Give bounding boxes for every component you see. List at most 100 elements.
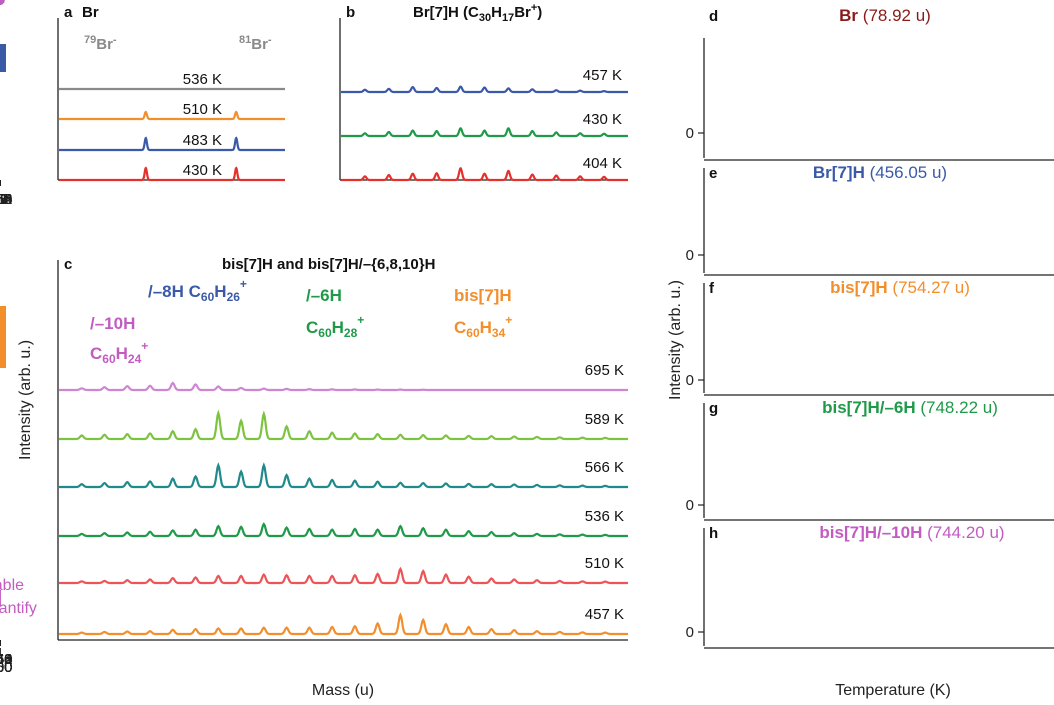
panel-h-x-tick-label: 500: [0, 659, 13, 676]
panel-f: 0f bis[7]H (754.27 u): [0, 0, 1054, 393]
panel-h-y-tick-label: 0: [686, 624, 694, 641]
panel-a-series-label: 536 K: [183, 71, 222, 88]
panel-c-x-tick-label: 764: [0, 651, 13, 668]
panel-c-sim-bar: [0, 354, 6, 368]
panel-c-series-label: 695 K: [585, 362, 624, 379]
panel-c-trace: [59, 409, 628, 441]
panel-d: 0 d Br (78.92 u): [0, 0, 931, 158]
panel-h-x-tick-label: 600: [0, 659, 13, 676]
panel-c-x-tick-label: 744: [0, 651, 13, 668]
panel-a-x-tick-label: 81: [0, 191, 8, 208]
panel-h-note-line2: to quantify: [0, 600, 37, 617]
panel-f-y-tick-label: 0: [686, 372, 694, 389]
panel-c-series-label: 589 K: [585, 411, 624, 428]
panel-h-x-tick-label: 650: [0, 659, 13, 676]
panel-c-x-tick-label: 760: [0, 651, 13, 668]
panel-b-series-label: 404 K: [583, 155, 622, 172]
panel-c-species-formula-m0: C60H34+: [454, 313, 512, 340]
panel-b-trace: [341, 127, 628, 138]
panel-a-series-label: 430 K: [183, 162, 222, 179]
panel-e-y-tick-label: 0: [686, 247, 694, 264]
panel-c-series-label: 566 K: [585, 459, 624, 476]
panel-c-species-label-m0: bis[7]H: [454, 286, 512, 305]
panel-c-x-tick-label: 756: [0, 651, 13, 668]
panel-b-trace: [341, 167, 628, 182]
panel-c-sim-bar: [0, 330, 6, 368]
panel-g-label: g: [709, 400, 718, 417]
panel-a-79br-label: 79Br-: [84, 34, 117, 53]
panel-a-title: Br: [82, 4, 99, 21]
panel-c-trace: [59, 462, 628, 489]
panel-h-xlabel: Temperature (K): [835, 682, 951, 699]
panel-c-series-label: 510 K: [585, 555, 624, 572]
panel-c-species-label-m8: /–8H C60H26+: [148, 277, 247, 304]
panel-c: 740742744746748750752754756758760762764 M…: [0, 256, 628, 699]
panel-h-title: bis[7]H/–10H (744.20 u): [819, 523, 1004, 542]
panel-c-series-label: 457 K: [585, 606, 624, 623]
panel-a-trace: [59, 166, 285, 182]
panel-b-x-tick-label: 460: [0, 191, 13, 208]
panel-c-x-tick-label: 758: [0, 651, 13, 668]
panel-b: 454456458460462464 b Br[7]H (C30H17Br+) 457…: [0, 2, 628, 208]
panel-c-x-tick-label: 746: [0, 651, 13, 668]
panel-b-sim-bar: [0, 70, 6, 72]
panel-b-trace: [341, 85, 628, 94]
panel-h-x-tick-label: 700: [0, 659, 13, 676]
panel-c-trace: [59, 522, 628, 538]
panel-c-trace: [59, 612, 628, 636]
panel-a-x-tick-label: 82: [0, 191, 8, 208]
panel-h-x-tick-label: 550: [0, 659, 13, 676]
panel-b-x-tick-label: 464: [0, 191, 13, 208]
panel-c-series-label: 536 K: [585, 508, 624, 525]
panel-c-species-label-m6: /–6H: [306, 286, 342, 305]
panel-c-x-tick-label: 748: [0, 651, 13, 668]
panel-b-label: b: [346, 4, 355, 21]
panel-c-species-formula-m6: C60H28+: [306, 313, 364, 340]
panel-b-sim-bar: [0, 44, 6, 72]
panel-a-label: a: [64, 4, 73, 21]
panel-d-y-tick-label: 0: [686, 125, 694, 142]
panel-b-title: Br[7]H (C30H17Br+): [413, 2, 542, 24]
panel-b-series-label: 430 K: [583, 111, 622, 128]
panel-d-label: d: [709, 8, 718, 25]
panel-c-x-tick-label: 742: [0, 651, 13, 668]
panel-h-x-tick-label: 400: [0, 659, 13, 676]
panel-g: 0g bis[7]H/–6H (748.22 u): [0, 0, 1054, 518]
panel-a-series-label: 483 K: [183, 132, 222, 149]
panel-b-sim-bar: [0, 62, 6, 72]
panel-a-x-tick-label: 79: [0, 191, 8, 208]
panel-a-81br-label: 81Br-: [239, 34, 272, 53]
panel-h-x-tick-label: 450: [0, 659, 13, 676]
panel-e-title: Br[7]H (456.05 u): [813, 163, 947, 182]
panel-b-series-label: 457 K: [583, 67, 622, 84]
panel-c-x-tick-label: 740: [0, 651, 13, 668]
panel-c-species-formula-m10: C60H24+: [90, 339, 148, 366]
panel-h-label: h: [709, 525, 718, 542]
panel-a-trace: [59, 110, 285, 121]
panel-f-label: f: [709, 280, 715, 297]
panel-c-sim-bar: [0, 362, 6, 368]
panel-c-x-tick-label: 754: [0, 651, 13, 668]
panel-f-title: bis[7]H (754.27 u): [830, 278, 970, 297]
panel-b-x-tick-label: 456: [0, 191, 13, 208]
panel-c-title: bis[7]H and bis[7]H/–{6,8,10}H: [222, 256, 435, 273]
panel-c-trace: [59, 566, 628, 585]
panel-g-y-tick-label: 0: [686, 497, 694, 514]
panel-c-species-label-m10: /–10H: [90, 314, 135, 333]
panel-dh-ylabel: Intensity (arb. u.): [667, 280, 684, 400]
panel-e-label: e: [709, 165, 717, 182]
panel-c-x-tick-label: 750: [0, 651, 13, 668]
panel-c-x-tick-label: 752: [0, 651, 13, 668]
panel-b-x-tick-label: 462: [0, 191, 13, 208]
panel-a: 777879808182 a Br 536 K 510 K 483 K 430 K 79Br-…: [0, 4, 285, 208]
panel-a-x-tick-label: 77: [0, 191, 8, 208]
panel-a-x-tick-label: 80: [0, 191, 8, 208]
panel-h-point: [0, 0, 5, 5]
panel-a-x-tick-label: 78: [0, 191, 8, 208]
panel-a-series-label: 510 K: [183, 101, 222, 118]
panel-c-x-tick-label: 762: [0, 651, 13, 668]
panel-d-title: Br (78.92 u): [839, 6, 931, 25]
panel-c-xlabel: Mass (u): [312, 682, 374, 699]
